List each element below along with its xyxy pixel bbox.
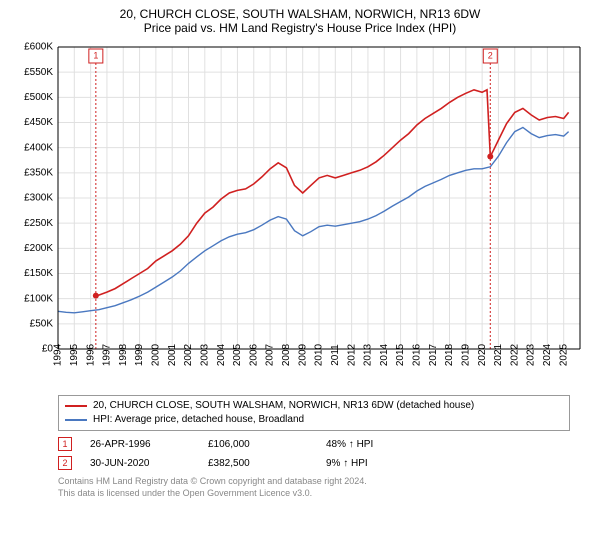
svg-text:2017: 2017 bbox=[428, 343, 439, 366]
legend-item: 20, CHURCH CLOSE, SOUTH WALSHAM, NORWICH… bbox=[65, 399, 563, 413]
svg-text:2023: 2023 bbox=[526, 343, 537, 366]
svg-text:2012: 2012 bbox=[346, 343, 357, 366]
marker-delta: 9% ↑ HPI bbox=[326, 458, 426, 469]
chart-title-address: 20, CHURCH CLOSE, SOUTH WALSHAM, NORWICH… bbox=[10, 7, 590, 21]
svg-text:2003: 2003 bbox=[199, 343, 210, 366]
svg-text:£400K: £400K bbox=[24, 142, 53, 153]
svg-text:2024: 2024 bbox=[542, 343, 553, 366]
svg-text:£500K: £500K bbox=[24, 92, 53, 103]
svg-text:2004: 2004 bbox=[216, 343, 227, 366]
legend: 20, CHURCH CLOSE, SOUTH WALSHAM, NORWICH… bbox=[58, 395, 570, 431]
svg-text:1996: 1996 bbox=[85, 343, 96, 366]
svg-text:£350K: £350K bbox=[24, 167, 53, 178]
svg-text:2007: 2007 bbox=[265, 343, 276, 366]
svg-text:£250K: £250K bbox=[24, 218, 53, 229]
markers-table: 1 26-APR-1996 £106,000 48% ↑ HPI 2 30-JUN-202… bbox=[58, 437, 570, 470]
legend-item: HPI: Average price, detached house, Broa… bbox=[65, 413, 563, 427]
svg-text:£200K: £200K bbox=[24, 243, 53, 254]
marker-date: 30-JUN-2020 bbox=[90, 458, 190, 469]
marker-delta: 48% ↑ HPI bbox=[326, 439, 426, 450]
svg-text:2: 2 bbox=[488, 50, 493, 60]
svg-text:£50K: £50K bbox=[30, 318, 54, 329]
marker-row: 2 30-JUN-2020 £382,500 9% ↑ HPI bbox=[58, 456, 570, 470]
svg-text:£150K: £150K bbox=[24, 268, 53, 279]
svg-text:2008: 2008 bbox=[281, 343, 292, 366]
marker-price: £382,500 bbox=[208, 458, 308, 469]
svg-text:1999: 1999 bbox=[134, 343, 145, 366]
svg-text:2020: 2020 bbox=[477, 343, 488, 366]
svg-text:2022: 2022 bbox=[509, 343, 520, 366]
svg-text:£300K: £300K bbox=[24, 193, 53, 204]
svg-text:1: 1 bbox=[93, 50, 98, 60]
legend-label: HPI: Average price, detached house, Broa… bbox=[93, 413, 304, 427]
svg-text:2025: 2025 bbox=[558, 343, 569, 366]
marker-row: 1 26-APR-1996 £106,000 48% ↑ HPI bbox=[58, 437, 570, 451]
svg-text:£100K: £100K bbox=[24, 293, 53, 304]
footer-line1: Contains HM Land Registry data © Crown c… bbox=[58, 475, 570, 487]
svg-text:1997: 1997 bbox=[102, 343, 113, 366]
svg-text:2006: 2006 bbox=[248, 343, 259, 366]
svg-text:2010: 2010 bbox=[314, 343, 325, 366]
svg-text:2000: 2000 bbox=[151, 343, 162, 366]
marker-badge: 2 bbox=[58, 456, 72, 470]
plot-area: £0£50K£100K£150K£200K£250K£300K£350K£400… bbox=[10, 39, 590, 389]
line-chart-svg: £0£50K£100K£150K£200K£250K£300K£350K£400… bbox=[10, 39, 590, 389]
svg-text:2011: 2011 bbox=[330, 344, 341, 366]
svg-text:2016: 2016 bbox=[412, 343, 423, 366]
marker-badge: 1 bbox=[58, 437, 72, 451]
svg-text:2014: 2014 bbox=[379, 343, 390, 366]
svg-text:2009: 2009 bbox=[297, 343, 308, 366]
footer-line2: This data is licensed under the Open Gov… bbox=[58, 487, 570, 499]
svg-text:2005: 2005 bbox=[232, 343, 243, 366]
svg-text:2018: 2018 bbox=[444, 343, 455, 366]
chart-subtitle: Price paid vs. HM Land Registry's House … bbox=[10, 21, 590, 35]
svg-text:2013: 2013 bbox=[363, 343, 374, 366]
svg-text:2019: 2019 bbox=[460, 343, 471, 366]
svg-text:£550K: £550K bbox=[24, 67, 53, 78]
legend-swatch bbox=[65, 405, 87, 407]
svg-text:2001: 2001 bbox=[167, 343, 178, 366]
svg-text:2021: 2021 bbox=[493, 343, 504, 366]
svg-text:2015: 2015 bbox=[395, 343, 406, 366]
svg-text:1998: 1998 bbox=[118, 343, 129, 366]
svg-text:2002: 2002 bbox=[183, 343, 194, 366]
svg-text:£450K: £450K bbox=[24, 117, 53, 128]
marker-price: £106,000 bbox=[208, 439, 308, 450]
legend-label: 20, CHURCH CLOSE, SOUTH WALSHAM, NORWICH… bbox=[93, 399, 474, 413]
svg-text:£600K: £600K bbox=[24, 42, 53, 53]
legend-swatch bbox=[65, 419, 87, 421]
svg-text:1995: 1995 bbox=[69, 343, 80, 366]
marker-date: 26-APR-1996 bbox=[90, 439, 190, 450]
footer-attribution: Contains HM Land Registry data © Crown c… bbox=[58, 475, 570, 499]
chart-container: 20, CHURCH CLOSE, SOUTH WALSHAM, NORWICH… bbox=[0, 0, 600, 499]
